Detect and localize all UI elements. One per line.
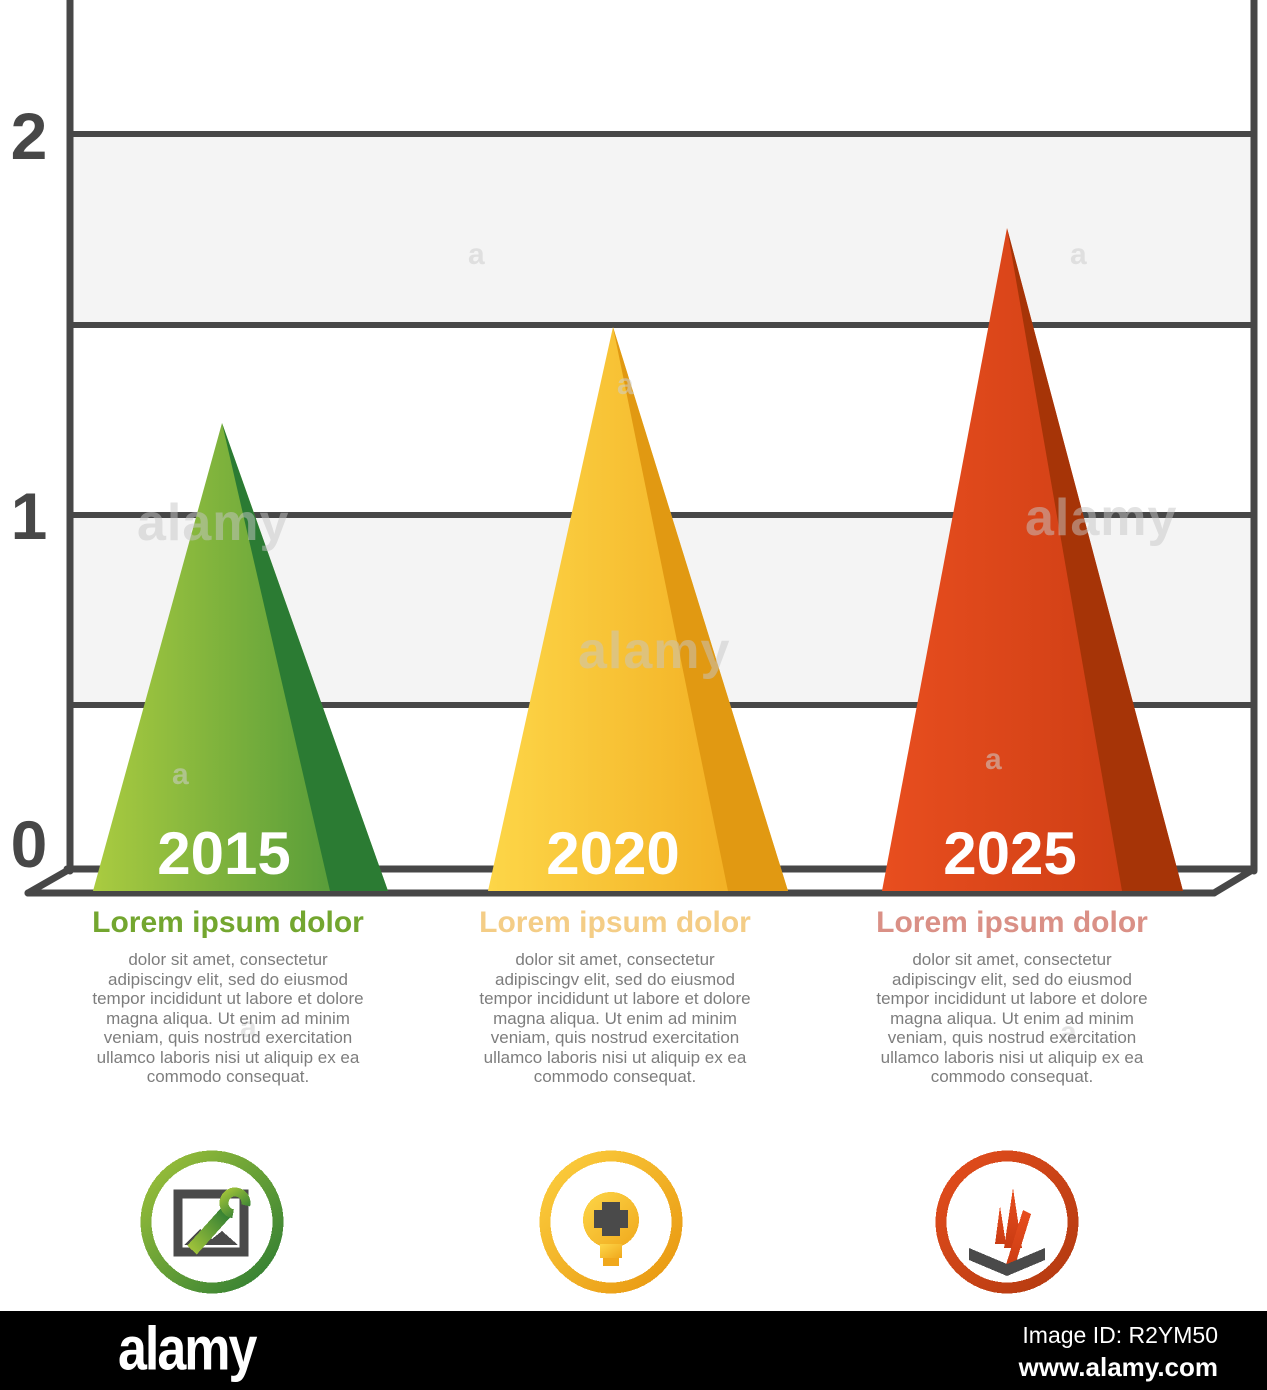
alamy-logo: alamy [118,1315,257,1384]
section-2015: Lorem ipsum dolor dolor sit amet, consec… [58,906,398,1087]
cone-2025-side-face [1007,228,1183,891]
flame-cross [1005,1210,1031,1272]
icon-ring [935,1150,1079,1294]
cone-2020-label: 2020 [546,820,679,887]
gear-horizontal [594,1210,628,1228]
y-axis-label-0: 0 [10,807,48,881]
cone-2025-label: 2025 [943,820,1076,887]
cone-2015-label: 2015 [157,820,290,887]
y-axis-label-1: 1 [10,479,48,553]
band-1_5-2_0 [73,137,1257,325]
cone-2020-side-face [613,327,788,891]
section-2015-body: dolor sit amet, consectetur adipiscingv … [92,950,364,1086]
campfire-icon [935,1150,1079,1294]
icon-ring [140,1150,284,1294]
section-2025: Lorem ipsum dolor dolor sit amet, consec… [842,906,1182,1087]
website-text: www.alamy.com [1018,1352,1218,1382]
y-axis-label-2: 2 [10,99,48,173]
bulb-neck [600,1244,622,1258]
cone-bar-chart: 2015 2020 2025 [24,0,1258,897]
bulb-base [603,1258,619,1266]
flame-left [995,1206,1006,1244]
fire-logs [969,1248,1045,1276]
cone-2015-side-face [222,423,388,891]
icon-ring [539,1150,683,1294]
section-2020-heading: Lorem ipsum dolor [479,906,751,939]
section-2020-body: dolor sit amet, consectetur adipiscingv … [479,950,751,1086]
footer-bar: alamy Image ID: R2YM50 www.alamy.com [0,1311,1267,1390]
wrench-handle [187,1205,233,1255]
photo-edit-icon [140,1150,284,1294]
cone-2015: 2015 [93,423,388,891]
section-2015-heading: Lorem ipsum dolor [92,906,364,939]
section-2020: Lorem ipsum dolor dolor sit amet, consec… [445,906,785,1087]
cone-2020: 2020 [488,327,788,891]
floor-left-diagonal [24,865,74,897]
section-2025-body: dolor sit amet, consectetur adipiscingv … [876,950,1148,1086]
lightbulb-gear-icon [539,1150,683,1294]
image-id-text: Image ID: R2YM50 [1022,1322,1218,1348]
cone-2025: 2025 [882,228,1183,891]
floor-right-diagonal [1210,865,1258,897]
section-2025-heading: Lorem ipsum dolor [876,906,1148,939]
